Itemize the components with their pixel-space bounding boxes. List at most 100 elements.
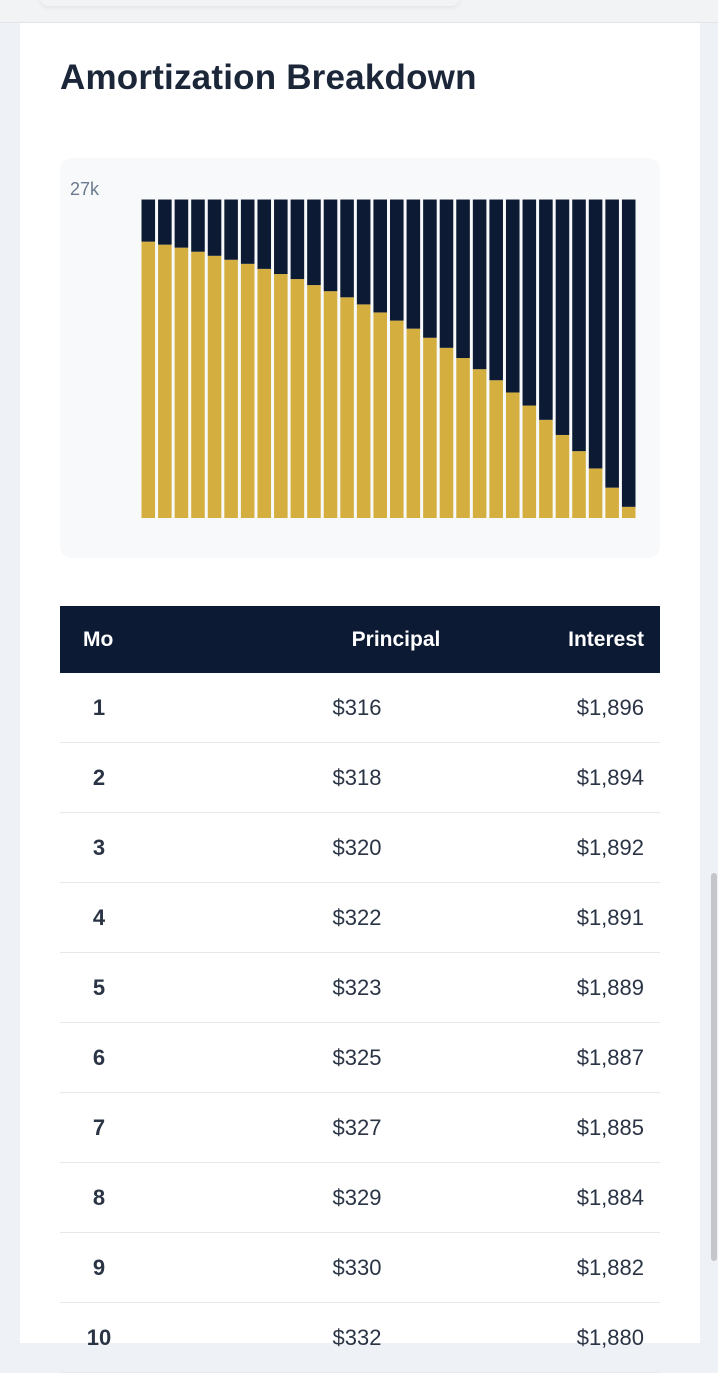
bar-segment <box>588 199 603 469</box>
bar-segment <box>290 199 305 280</box>
table-cell: $1,894 <box>576 765 644 790</box>
bar-segment <box>191 199 205 252</box>
bar-segment <box>472 199 487 370</box>
bar-segment <box>621 199 636 507</box>
table-row: 10 $332 $1,880 <box>60 1303 660 1373</box>
table-cell: 1 <box>92 695 106 720</box>
table-row: 9 $330 $1,882 <box>60 1233 660 1303</box>
table-row: 5 $323 $1,889 <box>60 953 660 1023</box>
bar-segment <box>406 199 421 329</box>
table-cell: $316 <box>332 695 382 720</box>
table-cell: $1,892 <box>576 835 644 860</box>
table-cell: $325 <box>332 1045 382 1070</box>
column-header: Interest <box>568 628 644 651</box>
bar-segment <box>539 419 553 518</box>
bar-segment <box>522 405 537 518</box>
bar-segment <box>340 199 354 298</box>
bar-segment <box>224 259 238 518</box>
table-cell: 8 <box>92 1185 106 1210</box>
bar-segment <box>224 199 238 260</box>
bar-segment <box>290 279 305 518</box>
bar-segment <box>390 320 404 518</box>
bar-segment <box>323 199 338 292</box>
bar-segment <box>555 434 570 518</box>
bar-segment <box>539 199 553 420</box>
table-row: 8 $329 $1,884 <box>60 1163 660 1233</box>
bar-segment <box>439 347 454 518</box>
table-cell: 5 <box>92 975 106 1000</box>
bar-segment <box>505 392 520 518</box>
table-cell: 3 <box>92 835 106 860</box>
bar-segment <box>572 199 586 452</box>
table-row: 1 $316 $1,896 <box>60 673 660 743</box>
table-cell: $322 <box>332 905 382 930</box>
table-cell: $1,880 <box>576 1325 644 1350</box>
bar-segment <box>141 241 156 518</box>
bar-segment <box>158 244 172 518</box>
chart-panel: 27k <box>60 158 660 558</box>
bar-segment <box>456 199 470 359</box>
table-cell: $1,887 <box>576 1045 644 1070</box>
section-title: Amortization Breakdown <box>60 58 477 97</box>
table-cell: $1,891 <box>576 905 644 930</box>
table-cell: $320 <box>332 835 382 860</box>
bar-segment <box>406 328 421 518</box>
bar-segment <box>141 199 156 242</box>
table-cell: $1,896 <box>576 695 644 720</box>
bar-segment <box>174 247 189 518</box>
bar-segment <box>522 199 537 406</box>
search-pill <box>40 0 460 6</box>
bar-segment <box>489 380 503 518</box>
table-cell: 2 <box>92 765 106 790</box>
bar-segment <box>307 285 321 518</box>
bar-segment <box>489 199 503 381</box>
table-cell: $1,889 <box>576 975 644 1000</box>
bar-segment <box>505 199 520 393</box>
bar-segment <box>588 468 603 518</box>
table-header: Mo Principal Interest <box>60 606 660 673</box>
bar-segment <box>572 451 586 518</box>
table-cell: $330 <box>332 1255 382 1280</box>
table-cell: $1,885 <box>576 1115 644 1140</box>
bar-segment <box>423 337 437 518</box>
bar-segment <box>158 199 172 245</box>
bar-segment <box>174 199 189 248</box>
bar-segment <box>356 199 371 305</box>
bar-segment <box>323 291 338 518</box>
table-cell: $318 <box>332 765 382 790</box>
bar-segment <box>356 304 371 518</box>
bar-segment <box>240 199 255 264</box>
bar-segment <box>373 312 387 518</box>
table-cell: $327 <box>332 1115 382 1140</box>
bar-segment <box>439 199 454 348</box>
table-cell: $1,884 <box>576 1185 644 1210</box>
table-cell: $323 <box>332 975 382 1000</box>
bar-segment <box>274 274 288 518</box>
bar-segment <box>423 199 437 338</box>
bar-segment <box>605 487 619 518</box>
bar-segment <box>390 199 404 321</box>
bar-segment <box>605 199 619 488</box>
table-row: 3 $320 $1,892 <box>60 813 660 883</box>
bar-segment <box>274 199 288 275</box>
bar-segment <box>472 369 487 518</box>
bar-segment <box>373 199 387 313</box>
table-cell: 9 <box>92 1255 106 1280</box>
bar-segment <box>456 358 470 518</box>
bar-segment <box>207 255 222 519</box>
table-cell: $329 <box>332 1185 382 1210</box>
bar-segment <box>191 251 205 518</box>
table-cell: 7 <box>92 1115 106 1140</box>
top-bar <box>0 0 718 23</box>
column-header: Mo <box>83 628 114 651</box>
bar-segment <box>555 199 570 435</box>
table-row: 4 $322 $1,891 <box>60 883 660 953</box>
chart: 27k <box>70 179 636 519</box>
column-header: Principal <box>351 628 441 651</box>
table-row: 7 $327 $1,885 <box>60 1093 660 1163</box>
table-cell: $332 <box>332 1325 382 1350</box>
scrollbar[interactable] <box>711 873 717 1261</box>
table-cell: 4 <box>92 905 106 930</box>
table-row: 6 $325 $1,887 <box>60 1023 660 1093</box>
